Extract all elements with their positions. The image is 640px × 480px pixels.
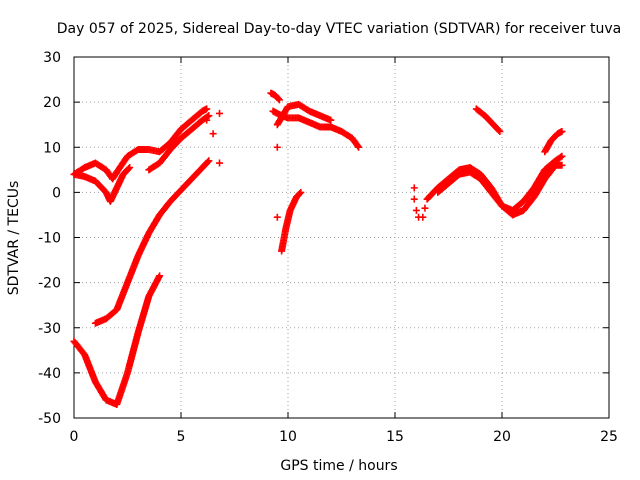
axes (73, 56, 610, 419)
data-point (209, 130, 217, 138)
data-point (273, 143, 281, 151)
data-point (495, 126, 503, 134)
y-tick-label: -20 (38, 276, 61, 292)
data-point (274, 95, 282, 103)
y-tick-label: 0 (52, 185, 61, 201)
data-point (204, 158, 212, 166)
data-point (203, 116, 211, 124)
data-point (205, 157, 213, 165)
x-tick-label: 25 (600, 429, 618, 445)
data-point (355, 143, 363, 151)
data-point (410, 195, 418, 203)
y-axis-label: SDTVAR / TECUs (6, 181, 22, 296)
tick-labels: 0 5 10 15 20 25 -50 -40 -30 -20 -10 0 10 20 30 (38, 50, 618, 445)
x-tick-label: 5 (177, 429, 186, 445)
data-point (558, 161, 566, 169)
y-tick-label: -50 (38, 411, 61, 427)
data-point (296, 190, 304, 198)
data-point (273, 213, 281, 221)
data-point (126, 164, 134, 172)
data-point (204, 113, 212, 121)
x-tick-label: 20 (493, 429, 511, 445)
x-tick-label: 10 (279, 429, 297, 445)
data-point (419, 213, 427, 221)
y-tick-label: 30 (43, 50, 61, 66)
data-point (410, 184, 418, 192)
y-tick-label: -30 (38, 321, 61, 337)
x-axis-label: GPS time / hours (280, 458, 397, 474)
data-point (203, 105, 211, 113)
data-point (558, 127, 566, 135)
data-point (275, 96, 283, 104)
data-point (216, 109, 224, 117)
y-tick-label: 20 (43, 95, 61, 111)
data-point (496, 127, 504, 135)
data-point (557, 153, 565, 161)
y-tick-label: -10 (38, 231, 61, 247)
data-point (354, 142, 362, 150)
data-point (297, 188, 305, 196)
data-point (412, 206, 420, 214)
data-points (70, 89, 566, 408)
data-point (205, 112, 213, 120)
x-tick-label: 15 (386, 429, 404, 445)
data-point (125, 165, 133, 173)
data-point (558, 152, 566, 160)
y-tick-label: 10 (43, 140, 61, 156)
chart-title: Day 057 of 2025, Sidereal Day-to-day VTE… (57, 21, 621, 37)
data-point (216, 159, 224, 167)
data-point (327, 116, 335, 124)
data-point (421, 204, 429, 212)
y-tick-label: -40 (38, 366, 61, 382)
x-tick-label: 0 (70, 429, 79, 445)
data-point (156, 272, 164, 280)
